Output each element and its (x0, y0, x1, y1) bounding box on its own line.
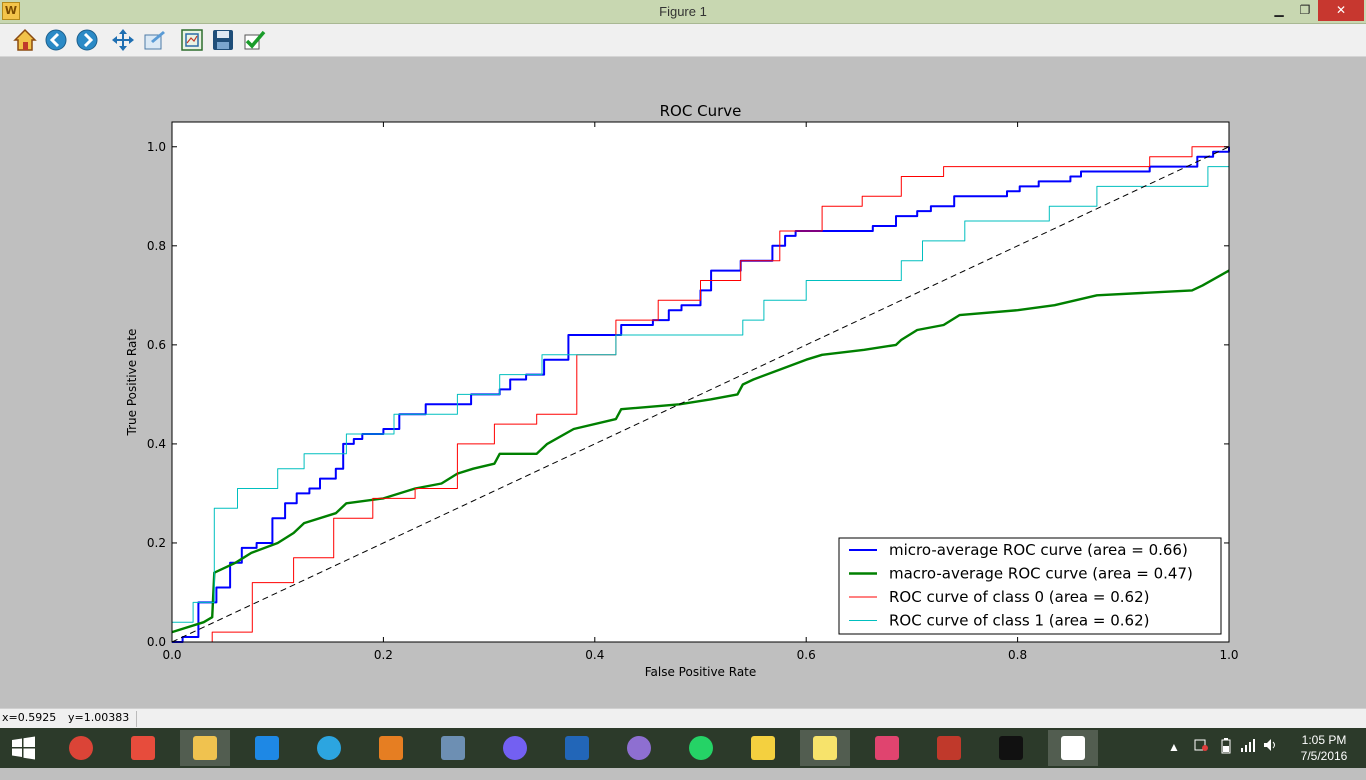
visual-studio-icon (255, 736, 279, 760)
zoom-button[interactable] (179, 27, 205, 53)
y-axis-label: True Positive Rate (125, 329, 139, 437)
ipython-taskbar-button[interactable] (1048, 730, 1098, 766)
chance-diagonal-line (171, 146, 1230, 643)
x-axis-label: False Positive Rate (645, 665, 757, 679)
x-tick-label: 0.2 (374, 648, 393, 662)
confirm-button[interactable] (241, 27, 267, 53)
save-button[interactable] (210, 27, 236, 53)
y-tick-label: 0.8 (147, 239, 166, 253)
confirm-icon (244, 30, 266, 50)
pan-button[interactable] (110, 27, 136, 53)
whatsapp-icon (689, 736, 713, 760)
subplots-button[interactable] (141, 27, 167, 53)
box-app-taskbar-button[interactable] (366, 730, 416, 766)
legend-box (838, 537, 1222, 635)
clock-date: 7/5/2016 (1300, 749, 1348, 763)
ipython-icon (1061, 736, 1085, 760)
y-tick-label: 0.0 (147, 635, 166, 649)
file-explorer-taskbar-button[interactable] (180, 730, 230, 766)
store-taskbar-button[interactable] (924, 730, 974, 766)
cursor-y-readout: y=1.00383 (68, 711, 130, 724)
axes-frame (171, 121, 1230, 643)
zoom-icon (181, 29, 203, 51)
github-icon (627, 736, 651, 760)
github-taskbar-button[interactable] (614, 730, 664, 766)
start-button[interactable] (8, 736, 38, 760)
legend-label: ROC curve of class 1 (area = 0.62) (889, 612, 1149, 630)
home-button[interactable] (12, 27, 38, 53)
x-tick-label: 0.8 (1008, 648, 1027, 662)
y-tick-label: 1.0 (147, 140, 166, 154)
status-bar: x=0.5925 y=1.00383 (0, 708, 1366, 729)
home-icon (13, 28, 37, 51)
back-button[interactable] (43, 27, 69, 53)
cmd-icon (999, 736, 1023, 760)
taskbar-clock[interactable]: 1:05 PM 7/5/2016 (1284, 732, 1364, 764)
x-tick-label: 1.0 (1219, 648, 1238, 662)
r-icon (565, 736, 589, 760)
minimize-button[interactable]: ▁ (1274, 3, 1284, 17)
forward-icon (76, 29, 98, 51)
pan-icon (112, 29, 134, 51)
y-tick-label: 0.2 (147, 536, 166, 550)
series-line-3 (172, 166, 1229, 623)
window-titlebar: W Figure 1 ▁ ❐ ✕ (0, 0, 1366, 24)
clock-time: 1:05 PM (1301, 733, 1347, 747)
cmd-taskbar-button[interactable] (986, 730, 1036, 766)
figure-toolbar (0, 24, 1366, 57)
tray-expand-icon[interactable]: ▲ (1168, 740, 1180, 754)
tips-icon (751, 736, 775, 760)
series-line-0 (172, 146, 1230, 643)
action-center-icon[interactable] (1194, 738, 1208, 778)
battery-icon[interactable] (1221, 738, 1231, 778)
viber-icon (503, 736, 527, 760)
windows-taskbar: ▲ 1:05 PM 7/5/2016 (0, 728, 1366, 768)
apps-taskbar-button[interactable] (118, 730, 168, 766)
app-logo-icon: W (2, 2, 20, 20)
cursor-x-readout: x=0.5925 (2, 711, 57, 724)
chrome-taskbar-button[interactable] (56, 730, 106, 766)
figure-canvas[interactable]: 0.0 0.2 0.4 0.6 0.8 1.0 0.0 0.2 0.4 0.6 0.8 1.0 ROC … (0, 57, 1366, 708)
box-app-icon (379, 736, 403, 760)
maximize-button[interactable]: ❐ (1299, 3, 1311, 17)
x-tick-label: 0.4 (585, 648, 604, 662)
roc-chart: 0.0 0.2 0.4 0.6 0.8 1.0 0.0 0.2 0.4 0.6 0.8 1.0 ROC … (125, 102, 1239, 679)
volume-icon[interactable] (1263, 738, 1279, 778)
sticky-notes-taskbar-button[interactable] (800, 730, 850, 766)
series-line-1 (171, 269, 1230, 634)
save-icon (213, 30, 233, 50)
visual-studio-taskbar-button[interactable] (242, 730, 292, 766)
sticky-notes-icon (813, 736, 837, 760)
wifi-signal-icon[interactable] (1240, 738, 1256, 778)
store-icon (937, 736, 961, 760)
x-tick-label: 0.0 (162, 648, 181, 662)
status-divider (136, 711, 137, 727)
telegram-taskbar-button[interactable] (304, 730, 354, 766)
r-taskbar-button[interactable] (552, 730, 602, 766)
legend-label: micro-average ROC curve (area = 0.66) (889, 541, 1188, 559)
legend-label: macro-average ROC curve (area = 0.47) (889, 565, 1193, 583)
subplots-icon (144, 31, 165, 50)
chart-title: ROC Curve (660, 102, 742, 120)
file-explorer-icon (193, 736, 217, 760)
whatsapp-taskbar-button[interactable] (676, 730, 726, 766)
y-tick-label: 0.4 (147, 437, 166, 451)
intellij-taskbar-button[interactable] (862, 730, 912, 766)
y-tick-label: 0.6 (147, 338, 166, 352)
forward-button[interactable] (74, 27, 100, 53)
close-button[interactable]: ✕ (1318, 0, 1364, 21)
media-player-taskbar-button[interactable] (428, 730, 478, 766)
telegram-icon (317, 736, 341, 760)
legend-label: ROC curve of class 0 (area = 0.62) (889, 588, 1149, 606)
windows-logo-icon (12, 736, 35, 760)
viber-taskbar-button[interactable] (490, 730, 540, 766)
tips-taskbar-button[interactable] (738, 730, 788, 766)
back-icon (45, 29, 67, 51)
apps-icon (131, 736, 155, 760)
x-tick-label: 0.6 (797, 648, 816, 662)
intellij-icon (875, 736, 899, 760)
media-player-icon (441, 736, 465, 760)
window-title: Figure 1 (659, 4, 707, 19)
chrome-icon (69, 736, 93, 760)
